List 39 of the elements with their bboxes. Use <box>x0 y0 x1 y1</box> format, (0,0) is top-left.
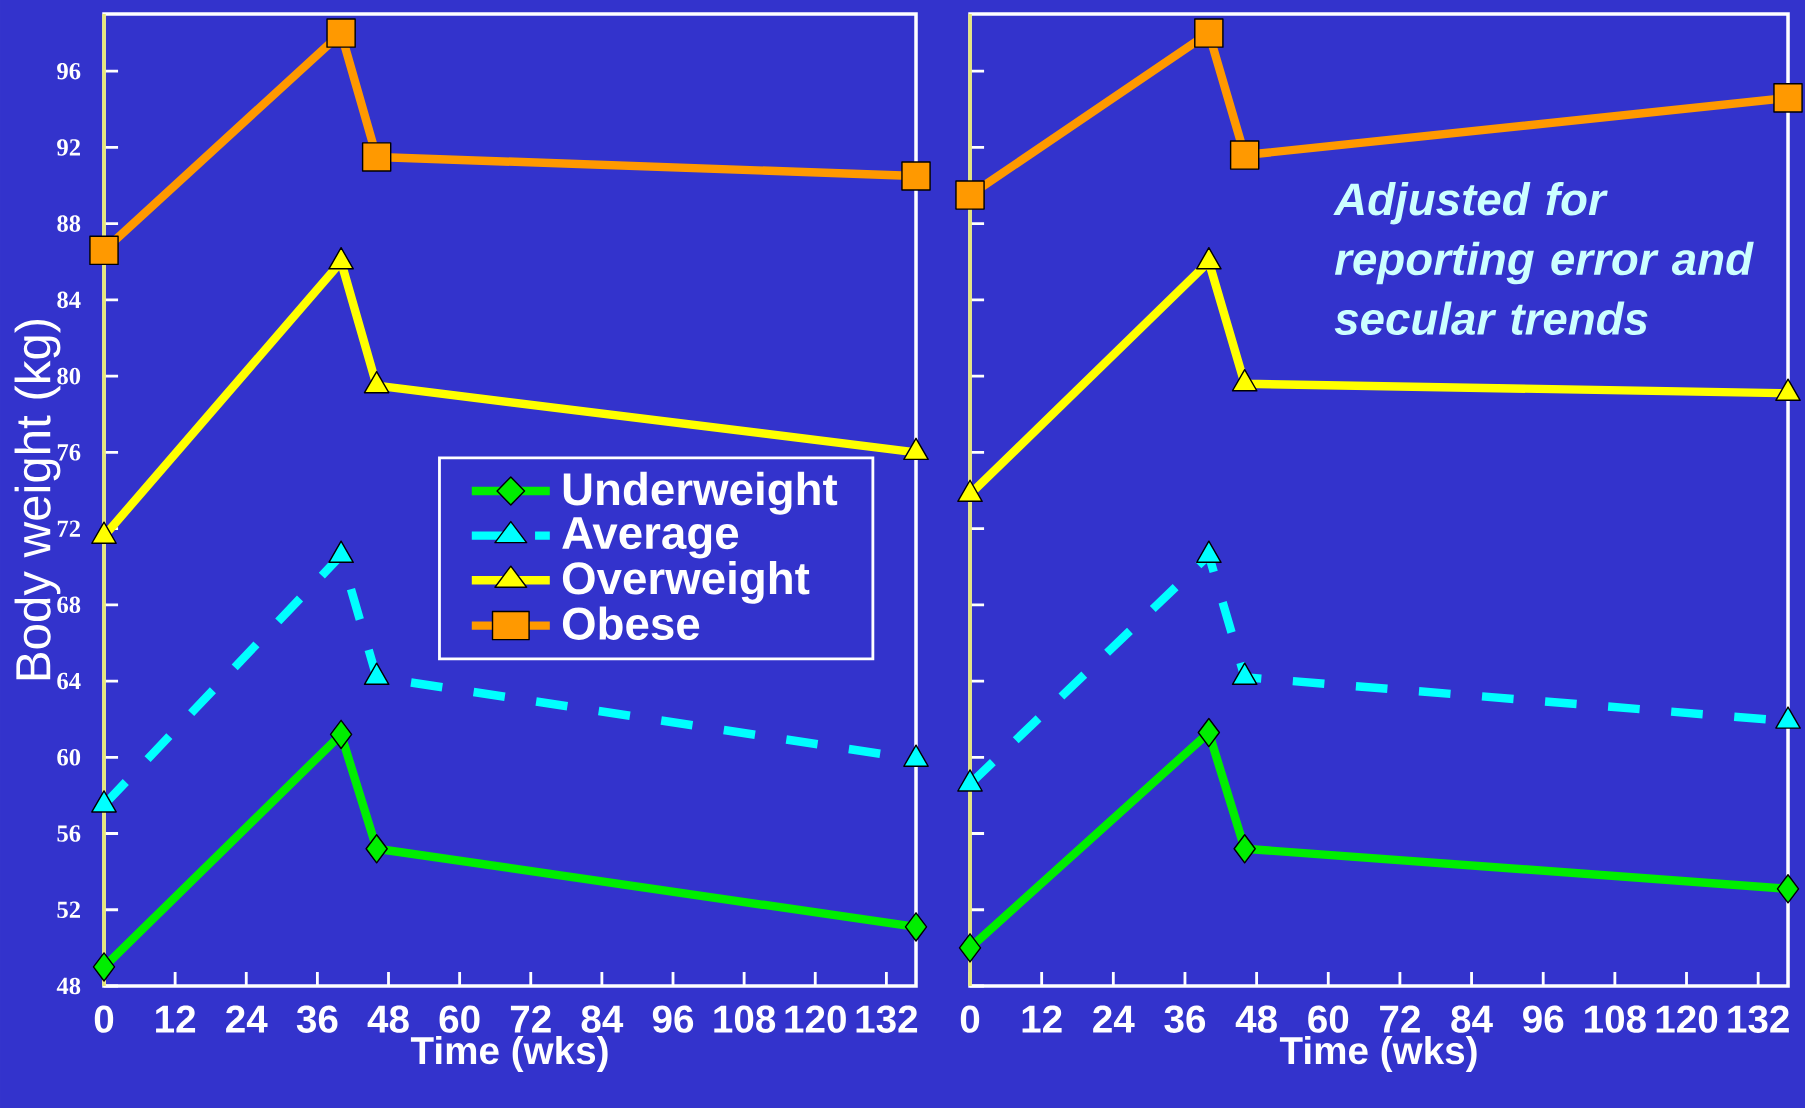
x-tick-label: 108 <box>1585 1005 1646 1033</box>
y-tick-label: 96 <box>57 62 81 80</box>
x-tick-label: 36 <box>1164 1005 1206 1033</box>
annotation: Adjusted for reporting error and secular trends <box>1333 181 1754 336</box>
x-tick-label: 120 <box>785 1005 846 1033</box>
y-tick-label: 88 <box>57 215 81 232</box>
y-tick-label: 60 <box>57 748 81 766</box>
legend-label: Obese <box>562 606 700 640</box>
x-tick-label: 36 <box>296 1005 338 1033</box>
x-tick-label: 132 <box>1728 1005 1789 1033</box>
x-tick-label: 24 <box>1093 1005 1135 1033</box>
x-tick-label: 12 <box>1022 1005 1062 1033</box>
x-tick-label: 84 <box>581 1005 624 1033</box>
y-tick-label: 56 <box>57 825 81 842</box>
x-axis-title: Time (wks) <box>1279 1035 1477 1072</box>
y-tick-label: 48 <box>56 977 81 995</box>
legend-label: Overweight <box>562 560 810 604</box>
x-tick-label: 96 <box>1523 1005 1564 1033</box>
y-tick-label: 52 <box>57 901 80 919</box>
x-tick-label: 0 <box>960 1005 980 1033</box>
x-tick-label: 60 <box>1308 1005 1349 1033</box>
x-tick-label: 48 <box>367 1005 409 1033</box>
x-tick-label: 48 <box>1235 1005 1277 1033</box>
x-axis-title: Time (wks) <box>410 1035 608 1072</box>
y-tick-label: 84 <box>57 291 81 309</box>
x-tick-label: 0 <box>94 1005 114 1033</box>
x-tick-label: 108 <box>714 1005 776 1033</box>
x-tick-label: 84 <box>1451 1005 1493 1033</box>
x-tick-label: 24 <box>226 1005 268 1033</box>
legend-label: Average <box>562 517 739 559</box>
y-tick-label: 92 <box>57 139 80 156</box>
x-tick-label: 12 <box>156 1005 196 1033</box>
legend-label: Underweight <box>563 471 838 515</box>
x-tick-label: 96 <box>652 1005 694 1033</box>
x-tick-label: 120 <box>1656 1005 1718 1033</box>
x-tick-label: 72 <box>510 1005 551 1033</box>
x-tick-label: 60 <box>439 1005 480 1033</box>
x-tick-label: 132 <box>856 1005 918 1033</box>
x-tick-label: 72 <box>1380 1005 1420 1033</box>
